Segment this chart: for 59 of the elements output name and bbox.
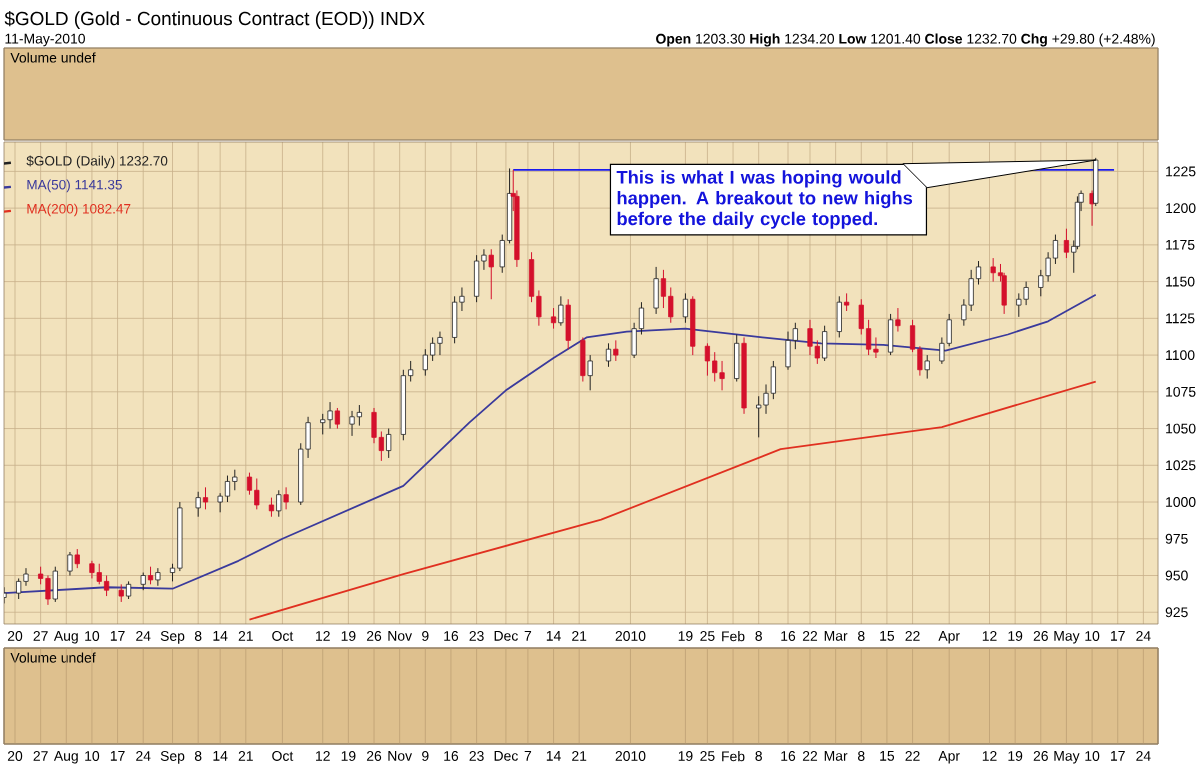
candlestick	[254, 478, 260, 510]
candlestick	[712, 351, 718, 383]
candlestick	[356, 404, 362, 427]
candlestick	[67, 551, 73, 577]
candlestick	[474, 254, 480, 303]
candlestick	[822, 325, 828, 362]
chart-title: $GOLD (Gold - Continuous Contract (EOD)) INDX	[4, 11, 425, 29]
candlestick	[807, 319, 813, 356]
candlestick	[334, 407, 340, 430]
candlestick	[558, 295, 564, 327]
candlestick	[327, 401, 333, 430]
candlestick	[155, 567, 161, 587]
candlestick	[96, 563, 102, 585]
candlestick	[653, 266, 659, 315]
candlestick	[613, 339, 619, 362]
candlestick	[452, 295, 458, 344]
candlestick	[565, 298, 571, 350]
candlestick	[422, 348, 428, 377]
candlestick	[202, 486, 209, 510]
candlestick	[887, 313, 894, 356]
candlestick	[74, 548, 80, 569]
candlestick	[371, 407, 377, 444]
candlestick	[430, 336, 436, 362]
candlestick	[1023, 281, 1029, 306]
candlestick	[268, 497, 275, 518]
candlestick	[785, 331, 791, 371]
candlestick	[52, 566, 58, 603]
candlestick	[719, 360, 725, 391]
candlestick	[682, 292, 689, 324]
line-series	[4, 293, 1097, 595]
candlestick	[45, 575, 51, 606]
candlestick	[23, 567, 29, 587]
candlestick	[734, 334, 740, 383]
candlestick	[836, 295, 842, 338]
candlestick	[690, 295, 696, 356]
candlestick	[488, 248, 494, 300]
candlestick	[386, 428, 392, 459]
candlestick	[232, 469, 238, 491]
candlestick	[587, 354, 593, 391]
candlestick	[224, 475, 231, 503]
candlestick	[580, 336, 586, 383]
candlestick	[550, 307, 557, 330]
candlestick	[1063, 228, 1070, 259]
candlestick	[873, 336, 879, 359]
line-series	[248, 380, 1097, 621]
candlestick	[103, 575, 110, 597]
candlestick	[276, 489, 282, 518]
candlestick	[605, 342, 612, 368]
candlestick	[895, 307, 901, 333]
candlestick	[924, 354, 930, 380]
candlestick	[668, 286, 674, 324]
candlestick	[437, 331, 443, 356]
candlestick	[349, 410, 355, 437]
candlestick	[195, 491, 201, 518]
candlestick	[990, 257, 996, 283]
annotation: This is what I was hoping would happen. A breakout to new highs before the daily cycle topped.	[616, 170, 913, 229]
candlestick	[283, 486, 289, 510]
candlestick	[1001, 272, 1007, 315]
candlestick	[704, 342, 710, 377]
